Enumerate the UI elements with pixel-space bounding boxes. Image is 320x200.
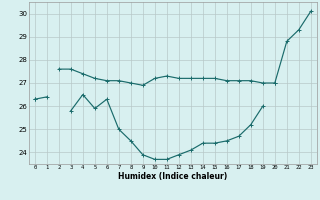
X-axis label: Humidex (Indice chaleur): Humidex (Indice chaleur): [118, 172, 228, 181]
